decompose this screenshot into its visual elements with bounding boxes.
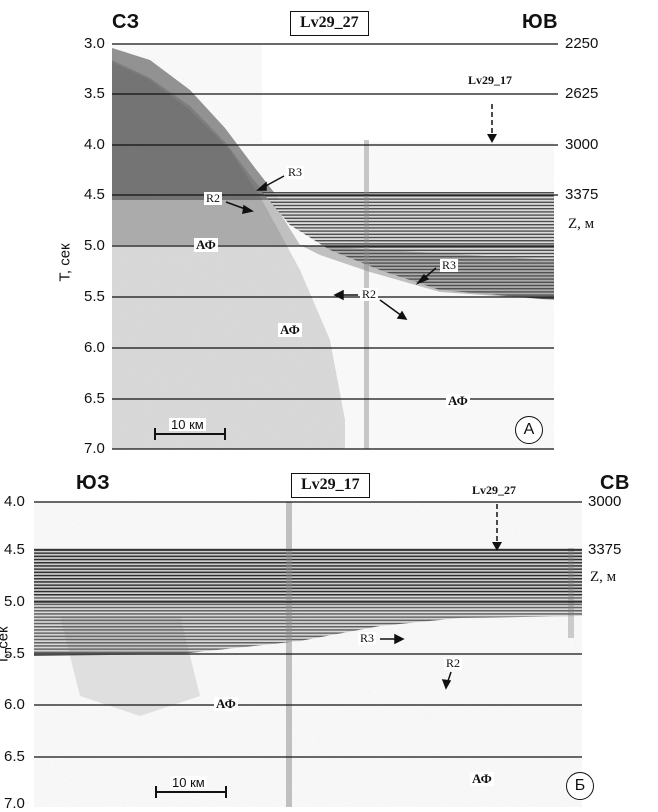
time-tick: 4.5: [4, 541, 25, 558]
time-tick: 4.5: [84, 186, 105, 203]
acoustic-basement-label: АФ: [470, 771, 494, 787]
panel-letter-b: Б: [566, 772, 594, 800]
y-axis-label-a: Т, сек: [56, 243, 74, 282]
time-tick: 7.0: [4, 795, 25, 812]
time-tick: 5.0: [4, 593, 25, 610]
annotation-arrows-a: [225, 175, 437, 320]
direction-left-a: СЗ: [112, 11, 140, 33]
time-tick: 7.0: [84, 440, 105, 457]
time-tick: 4.0: [4, 493, 25, 510]
depth-tick: 2250: [565, 35, 599, 52]
scale-label-b: 10 км: [170, 775, 207, 790]
depth-tick: 3375: [588, 541, 622, 558]
z-unit-label-a: Z, м: [568, 216, 595, 232]
time-tick: 3.0: [84, 35, 105, 52]
annotation-arrows-b: [380, 633, 452, 690]
time-tick: 6.5: [84, 390, 105, 407]
acoustic-basement-label: АФ: [278, 322, 302, 338]
time-tick: 4.0: [84, 136, 105, 153]
time-tick: 6.5: [4, 748, 25, 765]
scale-bar-b: [155, 786, 227, 798]
direction-left-b: ЮЗ: [76, 472, 111, 494]
scale-bar-a: [154, 428, 226, 440]
time-grid-a: [112, 43, 558, 450]
time-tick: 6.0: [4, 696, 25, 713]
time-tick: 5.5: [4, 645, 25, 662]
acoustic-basement-label: АФ: [214, 696, 238, 712]
seismic-image-b: [34, 501, 582, 807]
depth-tick: 3000: [565, 136, 599, 153]
acoustic-basement-label: АФ: [446, 393, 470, 409]
time-grid-b: [34, 501, 582, 758]
crossing-arrow-a: [487, 104, 497, 143]
crossing-label-a: Lv29_17: [468, 73, 513, 87]
reflector-label-r2: R2: [444, 656, 463, 671]
acoustic-basement-label: АФ: [194, 237, 218, 253]
seismic-section-b: ЮЗ СВ Lv29_17 4.0 4.5 5.0 5.5 6.0 6.5 7.…: [0, 466, 658, 811]
direction-right-a: ЮВ: [522, 11, 559, 33]
time-tick: 6.0: [84, 339, 105, 356]
crossing-label-b: Lv29_27: [472, 483, 517, 497]
depth-tick: 2625: [565, 85, 599, 102]
reflector-label-r3: R3: [358, 631, 377, 646]
time-tick: 5.0: [84, 237, 105, 254]
reflector-label-r2: R2: [204, 191, 223, 206]
reflector-label-r3: R3: [286, 165, 305, 180]
time-tick: 5.5: [84, 288, 105, 305]
depth-tick: 3375: [565, 186, 599, 203]
scale-label-a: 10 км: [169, 417, 206, 432]
direction-right-b: СВ: [600, 472, 630, 494]
y-axis-label-b: Т, сек: [0, 626, 12, 665]
z-unit-label-b: Z, м: [590, 569, 617, 585]
reflector-label-r2: R2: [360, 287, 379, 302]
crossing-arrow-b: [492, 504, 502, 551]
seismic-image-a: [112, 43, 558, 450]
panel-letter-a: А: [515, 416, 543, 444]
profile-title-b: Lv29_17: [291, 473, 370, 498]
depth-tick: 3000: [588, 493, 622, 510]
reflector-label-r3: R3: [440, 258, 459, 273]
profile-title-a: Lv29_27: [290, 11, 369, 36]
seismic-section-a: СЗ ЮВ Lv29_27 3.0 3.5 4.0 4.5 5.0 5.5 6.…: [56, 11, 599, 457]
time-tick: 3.5: [84, 85, 105, 102]
